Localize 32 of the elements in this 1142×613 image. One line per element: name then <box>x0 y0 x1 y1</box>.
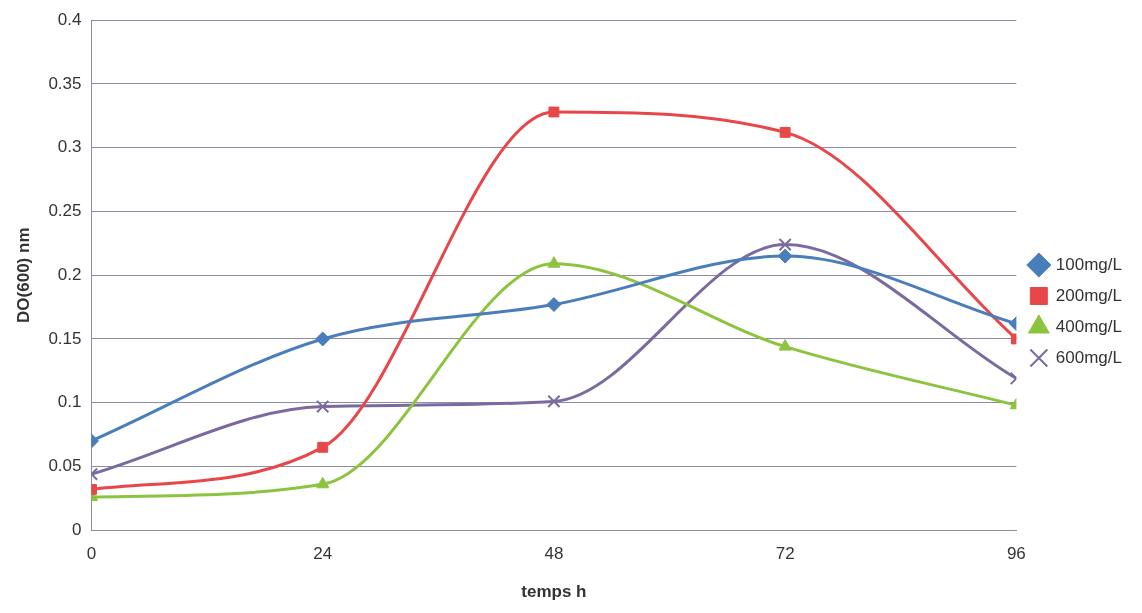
legend-label: 400mg/L <box>1055 316 1123 336</box>
y-tick-label: 0.35 <box>48 73 82 93</box>
y-tick-label: 0.4 <box>57 9 82 29</box>
x-tick-label: 48 <box>544 544 564 564</box>
x-axis-title: temps h <box>521 582 587 602</box>
legend-label: 600mg/L <box>1055 347 1123 367</box>
point <box>317 441 329 453</box>
point <box>777 248 793 264</box>
x-tick-label: 96 <box>1006 544 1026 564</box>
x-tick-label: 0 <box>86 544 97 564</box>
point <box>547 256 561 268</box>
point <box>548 106 560 118</box>
legend-label: 100mg/L <box>1055 254 1123 274</box>
y-tick-label: 0.05 <box>48 456 82 476</box>
x-tick-label: 24 <box>313 544 333 564</box>
y-tick-label: 0.3 <box>57 137 82 157</box>
x-tick-label: 72 <box>775 544 795 564</box>
y-tick-label: 0.15 <box>48 328 82 348</box>
legend-label: 200mg/L <box>1055 285 1123 305</box>
point <box>316 476 330 489</box>
point <box>316 399 330 414</box>
point <box>778 237 792 252</box>
point <box>315 331 331 347</box>
point <box>547 394 561 409</box>
y-tick-label: 0.1 <box>57 392 82 412</box>
y-tick-label: 0.25 <box>48 201 82 221</box>
y-axis-title: DO(600) nm <box>13 227 33 323</box>
y-tick-label: 0.2 <box>57 264 82 284</box>
point <box>778 339 792 351</box>
y-tick-label: 0 <box>72 519 82 539</box>
point <box>546 297 562 313</box>
point <box>779 126 791 138</box>
